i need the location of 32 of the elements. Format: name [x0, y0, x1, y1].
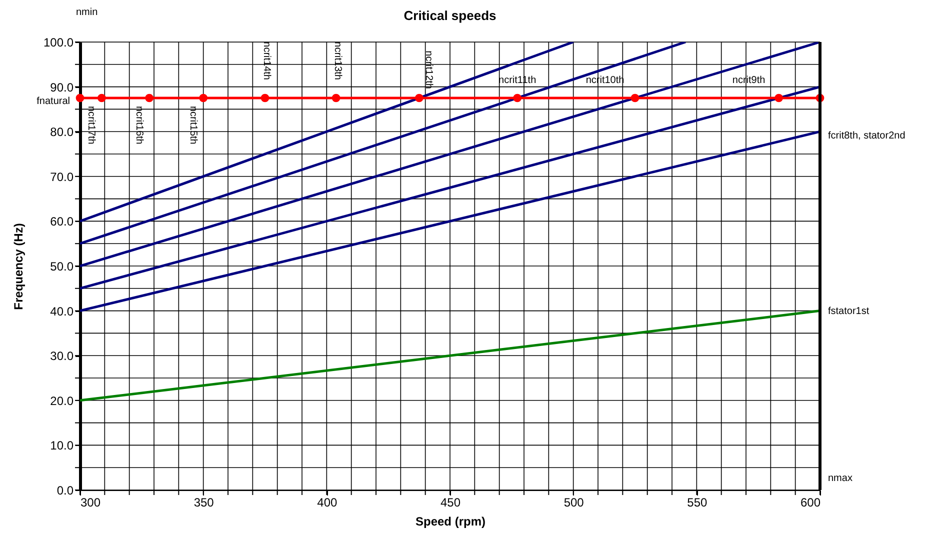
x-tick-label: 500 [564, 496, 584, 510]
annotation: ncrit12th [423, 50, 434, 89]
y-tick-label: 40.0 [50, 304, 74, 318]
y-tick-label: 30.0 [50, 349, 74, 364]
text: nmin [76, 7, 98, 18]
y-tick-label: 60.0 [50, 214, 74, 229]
annotation: ncrit15th [187, 106, 198, 144]
y-tick-label: 10.0 [50, 438, 74, 453]
annotation: ncrit16th [133, 106, 144, 144]
x-tick-label: 400 [317, 496, 338, 510]
annotation: fnatural [36, 96, 70, 107]
x-tick-label: 600 [800, 496, 821, 510]
y-tick-label: 70.0 [50, 170, 74, 184]
annotation: ncrit14th [261, 42, 272, 80]
y-tick-label: 90.0 [50, 80, 74, 94]
annotation: ncrit13th [332, 42, 344, 80]
y-tick-label: 100.0 [43, 36, 74, 50]
annotation: fcrit8th, stator2nd [828, 130, 906, 142]
y-tick-label: 0.0 [56, 484, 74, 498]
y-tick-label: 20.0 [50, 394, 74, 408]
annotation: ncrit17th [86, 106, 97, 144]
annotation: fstator1st [828, 306, 870, 317]
x-tick-label: 300 [80, 496, 101, 510]
x-tick-label: 350 [194, 496, 214, 510]
x-tick-label: 450 [440, 496, 461, 510]
y-axis-title: Frequency (Hz) [11, 223, 26, 310]
chart-title: Critical speeds [404, 8, 496, 23]
x-tick-label: 550 [687, 496, 708, 510]
x-axis-title: Speed (rpm) [415, 514, 486, 528]
text: nmax [828, 473, 852, 484]
y-tick-label: 50.0 [50, 260, 74, 274]
y-tick-label: 80.0 [50, 125, 74, 140]
